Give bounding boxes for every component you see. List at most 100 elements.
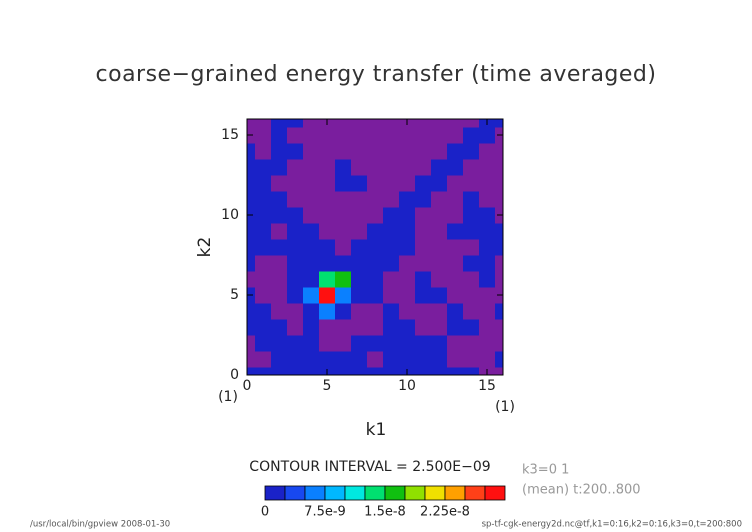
colorbar-box [384,485,406,501]
contour-cell [319,175,336,192]
contour-cell [383,351,400,368]
contour-cell [447,191,464,208]
contour-cell [399,319,416,336]
colorbar-box [444,485,466,501]
contour-cell [447,175,464,192]
contour-cell [287,127,304,144]
contour-cell [319,303,336,320]
contour-cell [495,367,503,375]
contour-cell [431,191,448,208]
contour-cell [271,271,288,288]
contour-cell [319,271,336,288]
colorbar-box [344,485,366,501]
y-tick-label: 15 [221,127,239,143]
contour-cell [319,223,336,240]
contour-cell [367,287,384,304]
contour-cell [247,191,256,208]
contour-cell [247,367,256,375]
contour-cell [335,335,352,352]
contour-cell [351,367,368,375]
contour-cell [367,239,384,256]
contour-cell [271,143,288,160]
contour-cell [271,223,288,240]
contour-cell [399,143,416,160]
contour-cell [335,223,352,240]
contour-cell [479,319,496,336]
contour-cell [255,319,272,336]
colorbar-box [364,485,386,501]
contour-cell [319,191,336,208]
contour-cell [287,367,304,375]
contour-cell [463,303,480,320]
contour-cell [431,175,448,192]
contour-cell [367,191,384,208]
contour-cell [255,335,272,352]
contour-cell [351,351,368,368]
contour-cell [447,143,464,160]
contour-cell [255,127,272,144]
contour-cell [247,351,256,368]
contour-cell [319,255,336,272]
contour-cell [271,159,288,176]
contour-cell [335,143,352,160]
info-line: (mean) t:200..800 [522,483,641,498]
contour-cell [367,119,384,128]
contour-cell [431,287,448,304]
contour-cell [463,119,480,128]
contour-cell [271,287,288,304]
colorbar-tick-label: 2.25e-8 [420,505,470,520]
contour-cell [247,239,256,256]
contour-cell [351,271,368,288]
contour-cell [383,335,400,352]
contour-cell [463,239,480,256]
contour-cell [383,271,400,288]
contour-cell [319,127,336,144]
contour-cell [255,271,272,288]
contour-cell [479,303,496,320]
contour-cell [247,271,256,288]
contour-cell [287,191,304,208]
colorbar-box [464,485,486,501]
contour-cell [431,255,448,272]
colorbar-box [484,485,506,501]
contour-cell [415,223,432,240]
contour-cell [463,223,480,240]
contour-cell [287,255,304,272]
contour-cell [383,303,400,320]
contour-cell [399,335,416,352]
contour-cell [431,319,448,336]
contour-cell [351,143,368,160]
contour-cell [415,287,432,304]
contour-cell [303,159,320,176]
contour-cell [383,319,400,336]
contour-cell [351,239,368,256]
contour-cell [335,191,352,208]
contour-cell [367,335,384,352]
contour-cell [319,239,336,256]
contour-cell [367,143,384,160]
contour-cell [255,367,272,375]
contour-cell [303,175,320,192]
contour-cell [319,335,336,352]
contour-cell [399,191,416,208]
contour-cell [303,223,320,240]
contour-cell [479,127,496,144]
contour-cell [431,239,448,256]
contour-cell [287,351,304,368]
contour-cell [271,191,288,208]
contour-cell [479,271,496,288]
contour-cell [247,335,256,352]
contour-cell [431,159,448,176]
contour-cell [351,127,368,144]
contour-cell [479,287,496,304]
contour-cell [351,319,368,336]
x-unit: (1) [495,399,515,415]
contour-cell [271,255,288,272]
colorbar-box [424,485,446,501]
contour-cell [335,287,352,304]
contour-cell [335,255,352,272]
contour-cell [335,271,352,288]
contour-cell [415,351,432,368]
contour-cell [479,207,496,224]
contour-cell [271,351,288,368]
